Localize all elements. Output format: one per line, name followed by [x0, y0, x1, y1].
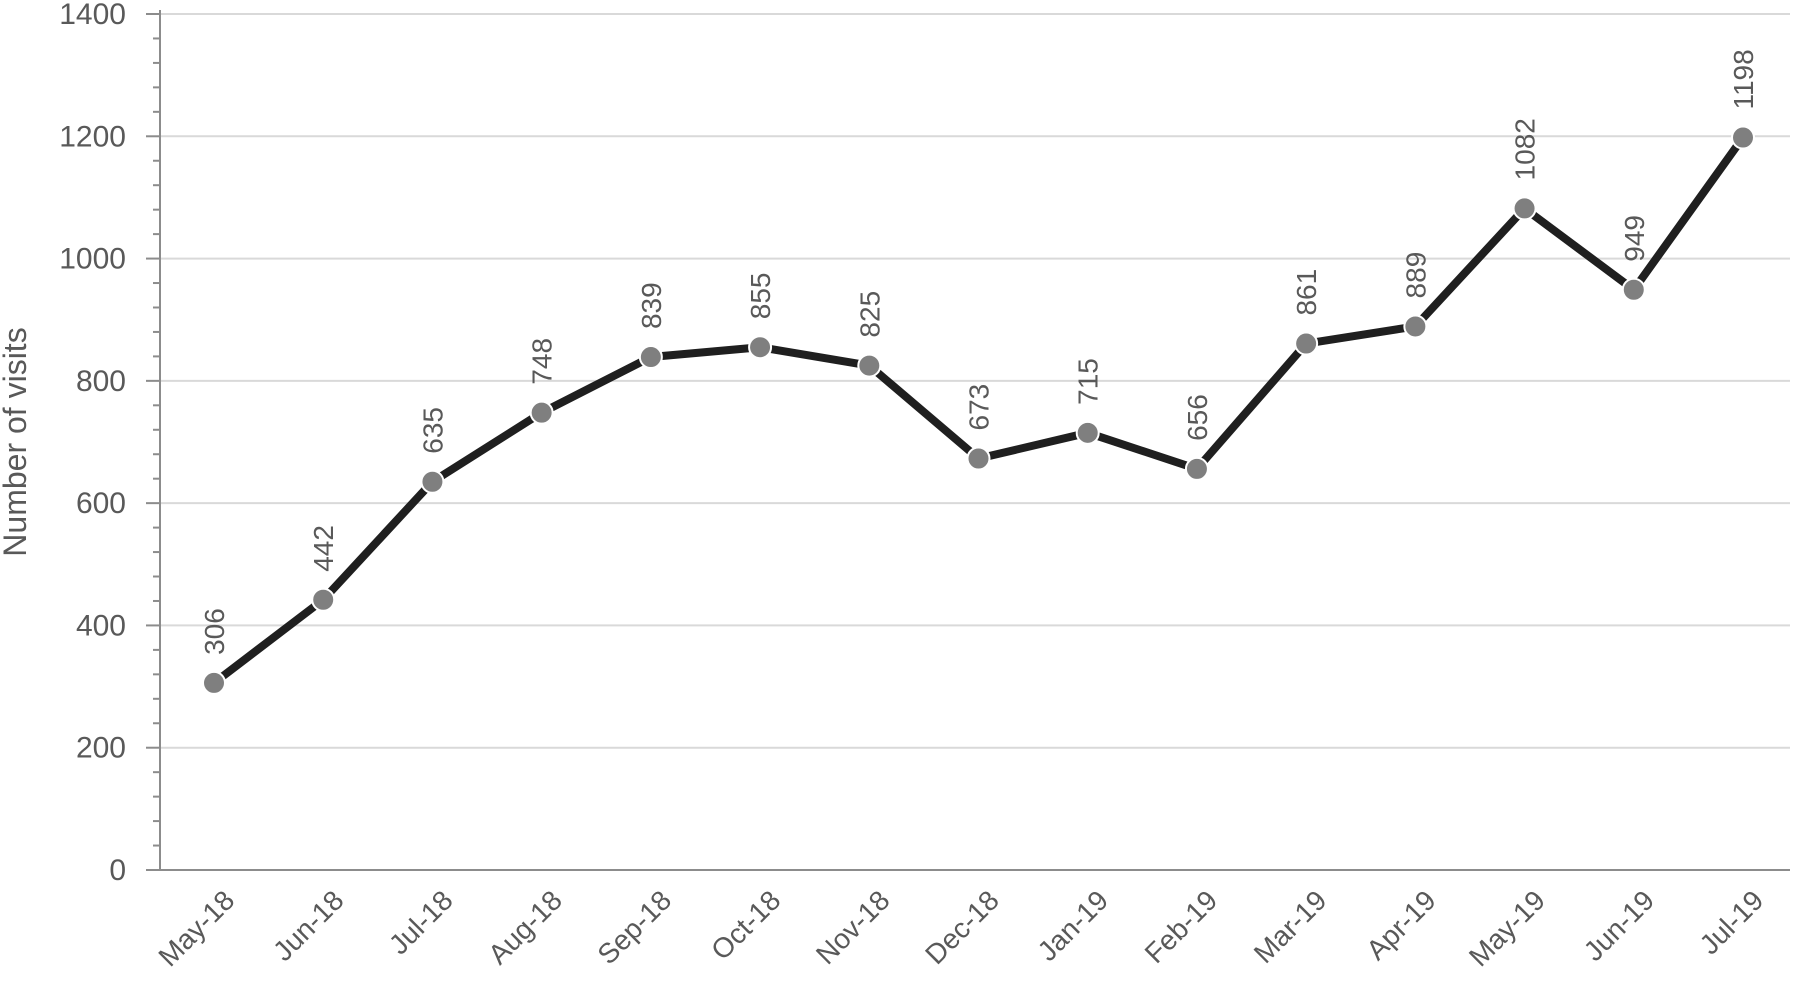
- y-tick-label: 200: [76, 732, 126, 765]
- data-label: 673: [964, 384, 995, 431]
- data-label: 839: [636, 282, 667, 329]
- x-axis-tick-labels: May-18 Jun-18 Jul-18 Aug-18 Sep-18 Oct-18 Nov-…: [152, 884, 1769, 972]
- data-points: [202, 125, 1755, 695]
- data-point: [857, 353, 882, 378]
- x-tick-label: May-18: [152, 884, 240, 972]
- x-tick-label: Sep-18: [591, 884, 677, 970]
- y-tick-label: 1400: [59, 0, 126, 31]
- x-tick-label: Jun-19: [1578, 884, 1660, 966]
- y-axis-tick-labels: 0 200 400 600 800 1000 1200 1400: [59, 0, 126, 887]
- data-point: [1075, 420, 1100, 445]
- y-tick-label: 0: [109, 854, 126, 887]
- data-point: [638, 345, 663, 370]
- data-point: [1621, 277, 1646, 302]
- data-label: 949: [1619, 215, 1650, 262]
- data-point: [966, 446, 991, 471]
- data-label: 1082: [1510, 118, 1541, 180]
- data-point: [202, 670, 226, 695]
- y-tick-label: 1000: [59, 243, 126, 276]
- data-label: 306: [199, 608, 230, 655]
- data-point: [311, 587, 336, 612]
- data-label: 748: [527, 338, 558, 385]
- y-tick-label: 600: [76, 487, 126, 520]
- data-point: [1184, 456, 1209, 481]
- data-labels: 306 442 635 748 839 855 825 673 715 656 861 889 1082…: [199, 49, 1759, 655]
- y-tick-label: 1200: [59, 120, 126, 153]
- y-tick-label: 800: [76, 365, 126, 398]
- x-tick-label: Dec-18: [919, 884, 1005, 970]
- data-label: 442: [308, 525, 339, 572]
- y-tick-label: 400: [76, 609, 126, 642]
- x-tick-label: May-19: [1463, 884, 1551, 972]
- x-tick-label: Jul-18: [383, 884, 459, 960]
- data-point: [748, 335, 773, 360]
- y-axis-title: Number of visits: [0, 327, 33, 556]
- data-label: 715: [1073, 358, 1104, 405]
- data-label: 855: [745, 273, 776, 320]
- data-point: [1731, 125, 1755, 150]
- x-tick-label: Oct-18: [705, 884, 786, 965]
- data-label: 889: [1400, 252, 1431, 299]
- data-label: 1198: [1728, 49, 1759, 109]
- data-label: 656: [1182, 394, 1213, 441]
- data-label: 861: [1291, 269, 1322, 316]
- x-tick-label: Jul-19: [1694, 884, 1770, 960]
- data-point: [529, 400, 554, 425]
- x-tick-label: Nov-18: [810, 884, 896, 970]
- data-point: [1294, 331, 1319, 356]
- data-label: 825: [854, 291, 885, 338]
- x-tick-label: Mar-19: [1248, 884, 1333, 969]
- data-label: 635: [417, 407, 448, 454]
- x-tick-label: Jun-18: [267, 884, 349, 966]
- gridlines: [160, 13, 1790, 749]
- data-point: [420, 469, 445, 494]
- data-point: [1403, 314, 1428, 339]
- x-tick-label: Jan-19: [1032, 884, 1114, 966]
- data-point: [1512, 196, 1537, 221]
- axes: [146, 10, 1790, 871]
- x-tick-label: Aug-18: [482, 884, 568, 970]
- x-tick-label: Apr-19: [1360, 884, 1441, 965]
- x-tick-label: Feb-19: [1139, 884, 1224, 969]
